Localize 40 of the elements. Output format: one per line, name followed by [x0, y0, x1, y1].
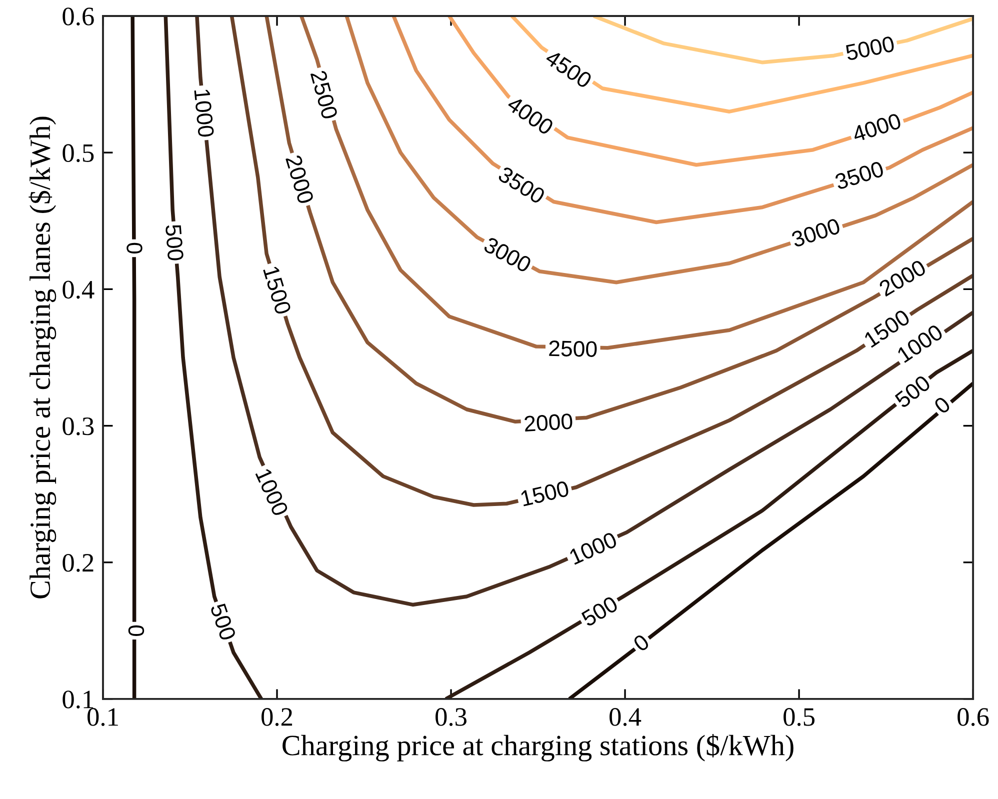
- annotation: 4000: [506, 95, 554, 136]
- annotation: 1000: [194, 89, 214, 138]
- annotation: 3500: [834, 160, 884, 190]
- annotation: 0: [126, 242, 142, 254]
- annotation: 0: [128, 625, 144, 636]
- annotation: 500: [894, 374, 932, 409]
- annotation: 2500: [310, 70, 338, 120]
- annotation: 0: [933, 396, 952, 415]
- x-tick-label: 0.2: [262, 708, 292, 726]
- x-axis-title: Charging price at charging stations ($/kWh): [282, 734, 794, 762]
- annotation: 5000: [845, 36, 895, 61]
- y-tick-label: 0.1: [62, 690, 94, 708]
- annotation: 2500: [549, 340, 597, 358]
- annotation: 1000: [568, 531, 618, 565]
- annotation: 4000: [851, 112, 902, 142]
- y-tick-label: 0.5: [62, 144, 94, 162]
- annotation: 2000: [878, 259, 928, 297]
- annotation: 4500: [544, 49, 593, 89]
- annotation: 1000: [255, 468, 289, 517]
- annotation: 1500: [520, 480, 570, 507]
- annotation: 500: [580, 595, 619, 628]
- annotation: 2000: [285, 154, 314, 204]
- x-tick-label: 0.4: [610, 708, 642, 726]
- y-tick-label: 0.3: [62, 417, 94, 436]
- x-tick-label: 0.5: [784, 708, 814, 726]
- annotation: 500: [210, 602, 236, 642]
- annotation: 3000: [482, 236, 532, 274]
- x-tick-label: 0.3: [436, 708, 466, 726]
- x-tick-label: 0.1: [88, 708, 118, 726]
- annotation: 2000: [524, 413, 573, 432]
- annotation: 500: [165, 224, 184, 261]
- annotation: 0: [632, 633, 650, 652]
- annotation: 3000: [790, 218, 841, 248]
- y-tick-label: 0.6: [62, 8, 94, 26]
- y-axis-title: Charging price at charging lanes ($/kWh): [28, 116, 56, 598]
- y-tick-label: 0.2: [62, 554, 94, 572]
- y-tick-label: 0.4: [62, 280, 94, 299]
- annotation: 3500: [497, 166, 546, 204]
- annotation: 1500: [262, 266, 292, 316]
- x-tick-label: 0.6: [958, 708, 989, 726]
